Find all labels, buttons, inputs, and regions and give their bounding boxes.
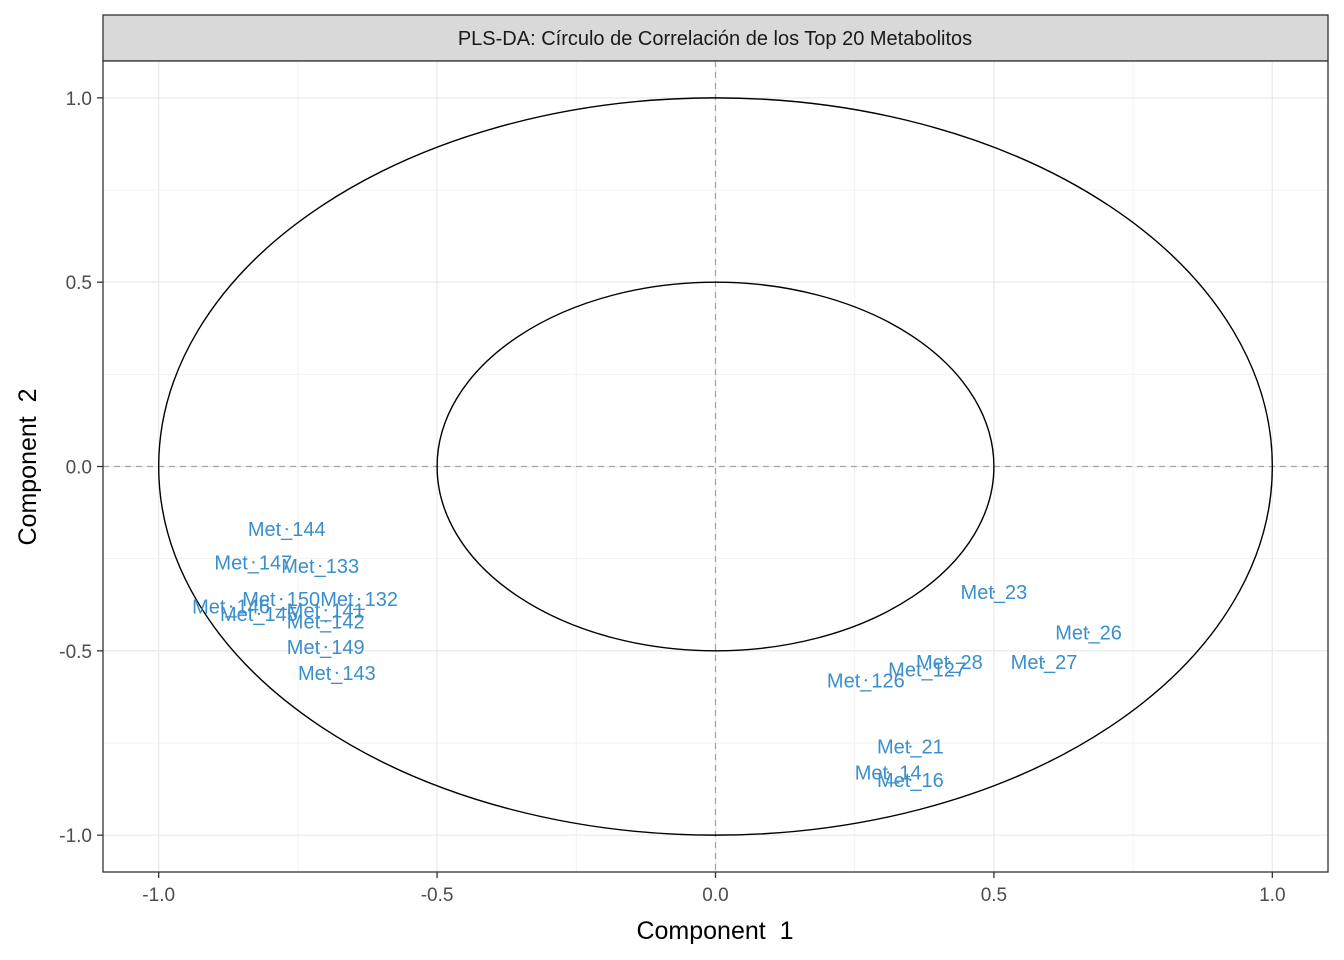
y-tick-label: -1.0: [59, 826, 92, 847]
point-dot: [335, 671, 339, 675]
y-tick-label: -0.5: [59, 642, 92, 663]
metabolite-point: Met_143: [298, 663, 376, 685]
point-label: Met_16: [877, 770, 944, 792]
point-label: Met_23: [961, 582, 1028, 604]
point-dot: [992, 590, 996, 594]
x-tick-label: -0.5: [421, 885, 454, 906]
point-dot: [909, 778, 912, 782]
y-tick-label: 1.0: [66, 89, 92, 110]
point-label: Met_142: [287, 611, 365, 633]
point-dot: [909, 745, 912, 748]
metabolite-point: Met_146: [192, 597, 270, 619]
metabolite-point: Met_23: [961, 582, 1028, 604]
metabolite-point: Met_144: [248, 519, 326, 541]
point-dot: [229, 605, 233, 608]
metabolite-point: Met_145: [220, 604, 298, 626]
point-label: Met_26: [1055, 622, 1122, 644]
facet-strip: PLS-DA: Círculo de Correlación de los To…: [102, 14, 1329, 62]
metabolite-point: Met_127: [888, 659, 966, 681]
x-axis-title: Component 1: [636, 917, 793, 945]
point-label: Met_132: [320, 589, 398, 611]
strip-background: [102, 14, 1329, 62]
point-dot: [886, 771, 890, 774]
point-label: Met_144: [248, 519, 326, 541]
outer-circle: [157, 97, 1274, 836]
metabolite-point: Met_150: [242, 589, 320, 611]
point-label: Met_27: [1011, 652, 1078, 674]
correlation-circles: [157, 97, 1274, 836]
metabolite-point: Met_141: [287, 600, 365, 622]
point-dot: [948, 660, 951, 664]
point-dot: [257, 612, 261, 616]
point-dot: [1042, 660, 1046, 664]
metabolite-point: Met_126: [827, 670, 905, 692]
point-dot: [279, 598, 283, 601]
point-dot: [324, 609, 327, 612]
point-label: Met_149: [287, 637, 365, 659]
point-label: Met_127: [888, 659, 966, 681]
point-label: Met_28: [916, 652, 983, 674]
point-label: Met_146: [192, 597, 270, 619]
metabolite-point: Met_147: [214, 552, 292, 574]
point-dot: [357, 598, 361, 601]
point-label: Met_141: [287, 600, 365, 622]
point-label: Met_133: [281, 556, 359, 578]
y-axis-title: Component 2: [14, 388, 42, 545]
metabolite-point: Met_149: [287, 637, 365, 659]
y-tick-label: 0.0: [66, 458, 92, 479]
metabolite-point: Met_21: [877, 737, 944, 759]
metabolite-point: Met_132: [320, 589, 398, 611]
point-label: Met_21: [877, 737, 944, 759]
reference-lines: [103, 61, 1328, 872]
x-tick-label: 1.0: [1259, 885, 1285, 906]
point-label: Met_143: [298, 663, 376, 685]
x-tick-label: -1.0: [142, 885, 175, 906]
metabolite-point: Met_142: [287, 611, 365, 633]
point-dot: [1087, 631, 1090, 634]
point-label: Met_14: [855, 762, 922, 784]
metabolite-point: Met_26: [1055, 622, 1122, 644]
point-dot: [318, 564, 322, 568]
point-dot: [252, 561, 255, 564]
x-tick-label: 0.5: [981, 885, 1007, 906]
metabolite-point: Met_133: [281, 556, 359, 578]
metabolite-point: Met_16: [877, 770, 944, 792]
metabolite-point: Met_27: [1011, 652, 1078, 674]
point-dot: [324, 645, 327, 649]
inner-circle: [436, 281, 995, 652]
x-tick-label: 0.0: [702, 885, 728, 906]
point-dot: [925, 668, 929, 671]
point-label: Met_150: [242, 589, 320, 611]
point-label: Met_145: [220, 604, 298, 626]
point-dot: [285, 527, 288, 531]
point-dot: [864, 679, 868, 682]
y-axis-ticks: 1.0 0.5 0.0 -0.5 -1.0: [59, 89, 103, 847]
point-label: Met_147: [214, 552, 292, 574]
y-tick-label: 0.5: [66, 273, 92, 294]
point-label: Met_126: [827, 670, 905, 692]
x-axis-ticks: -1.0 -0.5 0.0 0.5 1.0: [142, 872, 1286, 906]
point-dot: [324, 620, 327, 623]
metabolite-point: Met_14: [855, 762, 922, 784]
chart-title: PLS-DA: Círculo de Correlación de los To…: [458, 28, 972, 50]
metabolite-point: Met_28: [916, 652, 983, 674]
